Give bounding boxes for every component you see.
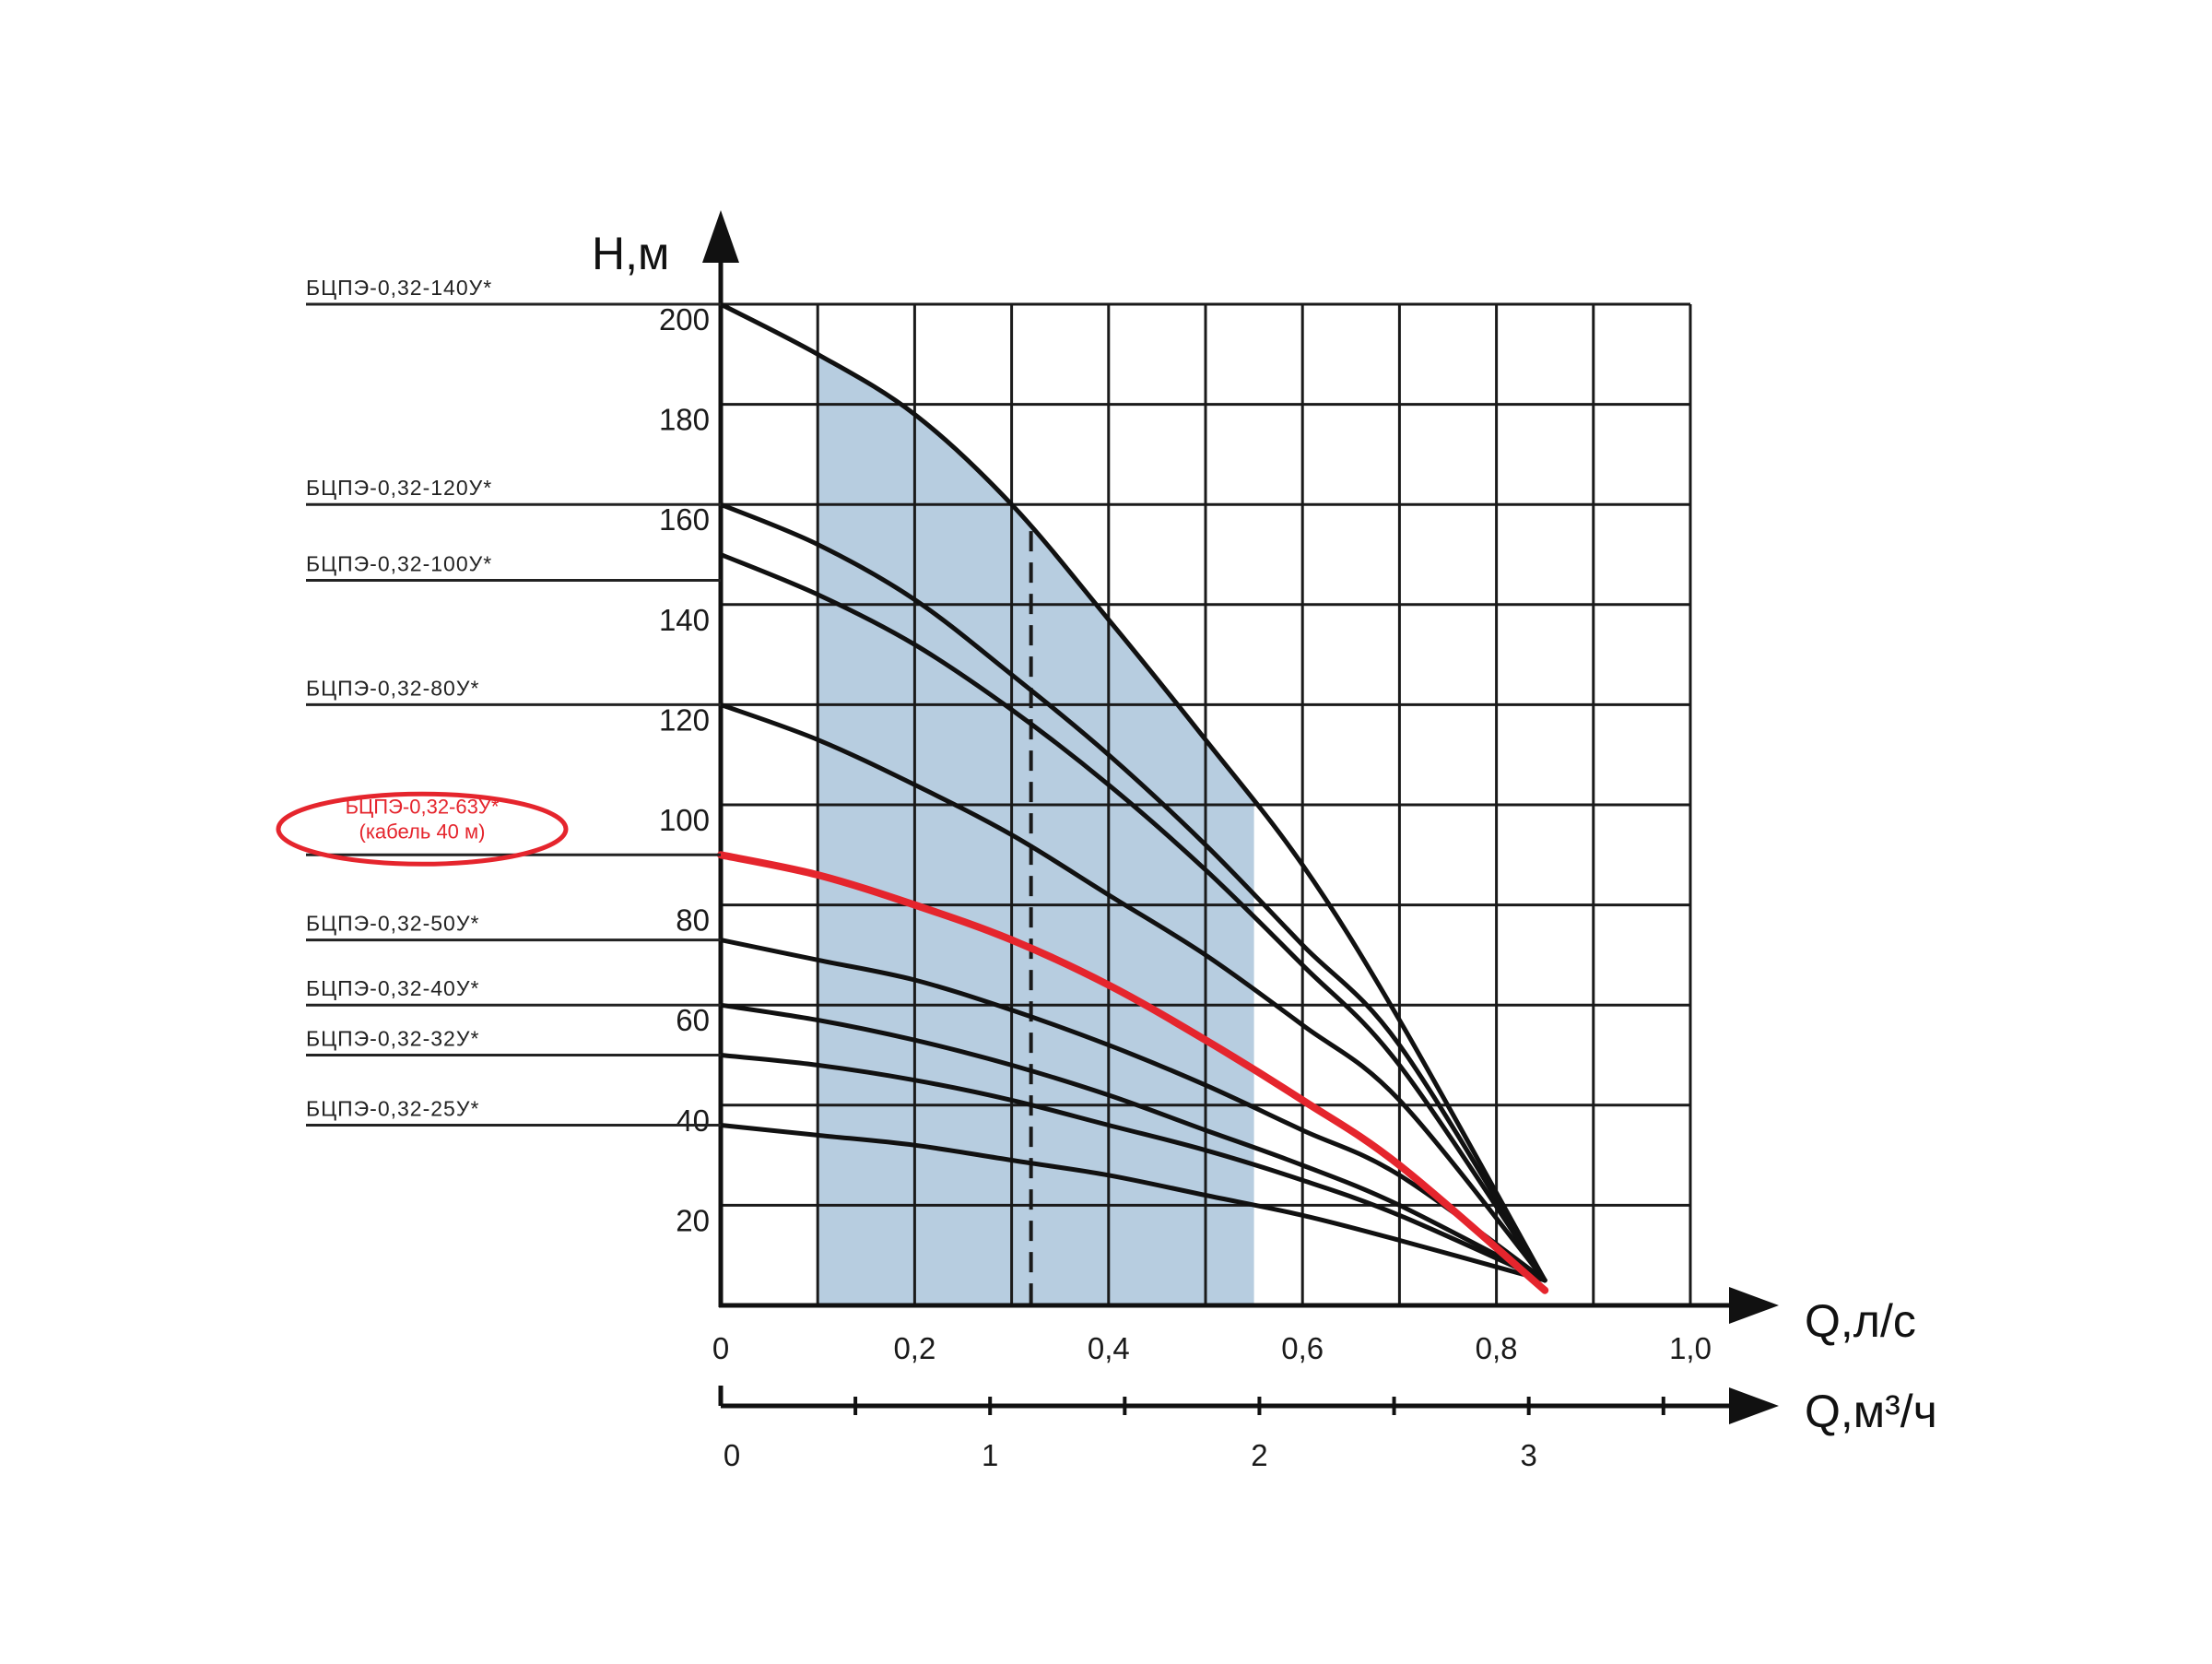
y-tick-label: 200 — [659, 302, 710, 336]
x2-tick-label: 0 — [724, 1438, 740, 1472]
x-tick-label: 1,0 — [1669, 1331, 1712, 1365]
model-label: БЦПЭ-0,32-25У* — [306, 1097, 479, 1121]
x2-tick-label: 1 — [982, 1438, 998, 1472]
series-line — [718, 1123, 1547, 1283]
x-tick-label: 0 — [712, 1331, 729, 1365]
x-tick-label: 0,8 — [1476, 1331, 1518, 1365]
x2-tick-label: 2 — [1251, 1438, 1267, 1472]
y-tick-label: 100 — [659, 803, 710, 837]
x2-tick-label: 3 — [1520, 1438, 1536, 1472]
x-tick-label: 0,6 — [1281, 1331, 1324, 1365]
grid — [721, 302, 1692, 1305]
model-label: БЦПЭ-0,32-50У* — [306, 912, 479, 936]
y-axis-title: H,м — [592, 228, 669, 279]
y-tick-label: 120 — [659, 702, 710, 737]
series-line — [718, 1053, 1547, 1283]
series-line — [718, 938, 1547, 1283]
series-line — [718, 1002, 1547, 1283]
y-axis-arrow — [702, 210, 739, 263]
model-label: БЦПЭ-0,32-40У* — [306, 976, 479, 1000]
working-range-area — [818, 354, 1254, 1305]
model-label: БЦПЭ-0,32-80У* — [306, 676, 479, 700]
y-tick-label: 40 — [676, 1103, 710, 1138]
series-line — [717, 851, 1549, 1294]
x-axis-arrow — [1729, 1287, 1779, 1324]
model-label: БЦПЭ-0,32-120У* — [306, 476, 492, 500]
model-label-highlight: БЦПЭ-0,32-63У* — [346, 795, 500, 818]
x2-axis-title: Q,м³/ч — [1805, 1386, 1937, 1437]
y-tick-label: 180 — [659, 403, 710, 437]
highlight-ellipse — [276, 791, 569, 867]
series-line — [718, 502, 1547, 1283]
series-line — [718, 301, 1547, 1283]
x-tick-label: 0,4 — [1088, 1331, 1130, 1365]
y-tick-label: 80 — [676, 903, 710, 938]
x-tick-label: 0,2 — [893, 1331, 935, 1365]
y-tick-label: 60 — [676, 1003, 710, 1037]
y-tick-label: 140 — [659, 603, 710, 637]
model-label: БЦПЭ-0,32-100У* — [306, 552, 492, 576]
series-line — [718, 552, 1547, 1283]
x-axis-title: Q,л/с — [1805, 1295, 1916, 1347]
model-label: БЦПЭ-0,32-140У* — [306, 276, 492, 300]
model-label: БЦПЭ-0,32-32У* — [306, 1027, 479, 1051]
y-tick-label: 20 — [676, 1203, 710, 1237]
model-note-highlight: (кабель 40 м) — [359, 820, 486, 843]
y-tick-label: 160 — [659, 502, 710, 537]
x2-axis-arrow — [1729, 1387, 1779, 1424]
series-line — [718, 702, 1547, 1283]
